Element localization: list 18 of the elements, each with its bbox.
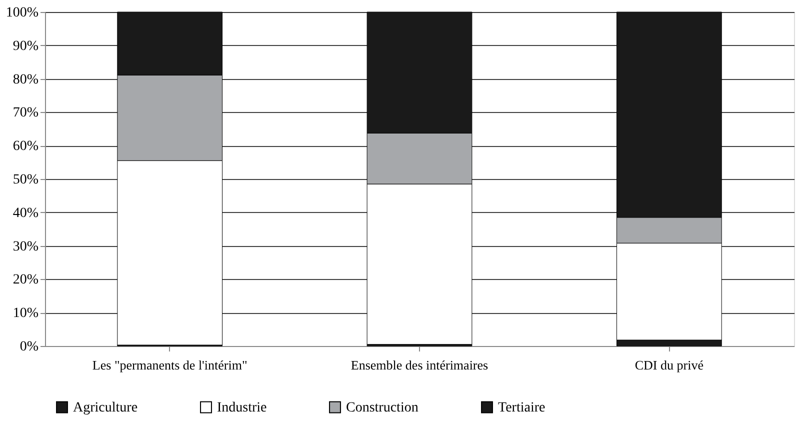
y-tick-label: 40% xyxy=(12,206,39,221)
y-tick-label: 30% xyxy=(12,239,39,254)
legend-label: Agriculture xyxy=(73,400,138,416)
legend-label: Industrie xyxy=(217,400,267,416)
x-tick-label: CDI du privé xyxy=(634,358,704,372)
legend-label: Construction xyxy=(346,400,418,416)
x-tick-label: Les "permanents de l'intérim" xyxy=(92,358,248,372)
y-tick-label: 50% xyxy=(12,172,39,188)
legend-label: Tertiaire xyxy=(498,400,546,416)
y-tick-label: 100% xyxy=(6,6,39,20)
y-tick-label: 60% xyxy=(12,139,39,154)
y-tick-label: 20% xyxy=(12,272,39,288)
y-tick-label: 70% xyxy=(12,106,39,121)
y-tick-label: 90% xyxy=(12,38,39,54)
y-tick-label: 10% xyxy=(12,306,39,322)
x-tick-label: Ensemble des intérimaires xyxy=(350,358,488,372)
y-tick-label: 80% xyxy=(12,72,39,88)
y-tick-label: 0% xyxy=(20,340,39,354)
